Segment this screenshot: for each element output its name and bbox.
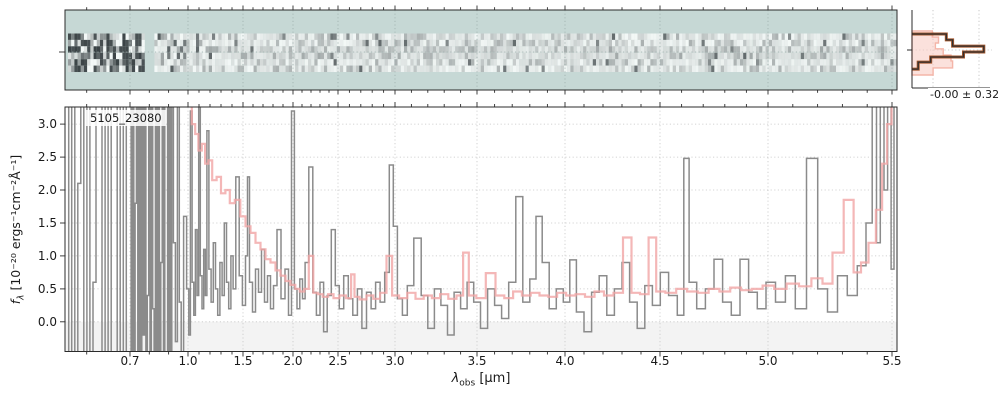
svg-text:2.0: 2.0 [38,183,57,197]
spec2d-noise [68,33,897,73]
y-axis-symbol: f [8,299,23,305]
svg-text:0.7: 0.7 [120,354,139,368]
pixel-histogram-panel [907,10,992,89]
histogram-data-steps [912,33,985,70]
x-axis-symbol: λ [451,371,460,386]
spec1d-panel: 0.7 1.0 1.5 2.0 2.5 3.0 3.5 4.0 4.5 5.0 5.5 0.0 0.5 1… [38,102,902,368]
x-axis-unit: [μm] [475,371,511,386]
y-axis-label: fλ [10⁻²⁰ ergs⁻¹cm⁻²Å⁻¹] [8,107,27,352]
svg-text:2.5: 2.5 [38,150,57,164]
svg-text:2.0: 2.0 [283,354,302,368]
histogram-error-steps [911,30,954,76]
x-axis-label: λobs [μm] [391,371,571,389]
svg-text:5.0: 5.0 [758,354,777,368]
svg-text:0.5: 0.5 [38,282,57,296]
y-tick-labels: 0.0 0.5 1.0 1.5 2.0 2.5 3.0 [38,117,57,329]
uncertainty-line [190,107,893,301]
spec2d-panel [59,5,898,95]
svg-text:1.0: 1.0 [178,354,197,368]
svg-text:1.0: 1.0 [38,249,57,263]
spec1d-spines [64,106,898,352]
svg-text:0.0: 0.0 [38,315,57,329]
svg-text:3.5: 3.5 [467,354,486,368]
svg-text:3.0: 3.0 [38,117,57,131]
svg-text:1.5: 1.5 [233,354,252,368]
flux-line [67,107,895,352]
svg-text:3.0: 3.0 [385,354,404,368]
spec2d-ticks [59,5,893,95]
object-id-label: 5105_23080 [86,110,166,126]
spec1d-grid [65,107,897,352]
x-tick-labels: 0.7 1.0 1.5 2.0 2.5 3.0 3.5 4.0 4.5 5.0 5.5 [120,354,901,368]
svg-text:5.5: 5.5 [882,354,901,368]
spec2d-spines [64,9,898,91]
spec2d-grid [65,10,897,90]
spec1d-ticks [60,102,893,357]
x-axis-subscript: obs [459,378,476,389]
svg-text:4.0: 4.0 [555,354,574,368]
y-axis-unit: [10⁻²⁰ ergs⁻¹cm⁻²Å⁻¹] [8,154,23,295]
histogram-stat-readout: -0.00 ± 0.32 [928,88,1000,101]
y-axis-subscript: λ [16,294,27,300]
svg-text:4.5: 4.5 [650,354,669,368]
svg-text:2.5: 2.5 [328,354,347,368]
spec1d-series [67,107,895,352]
svg-text:1.5: 1.5 [38,216,57,230]
